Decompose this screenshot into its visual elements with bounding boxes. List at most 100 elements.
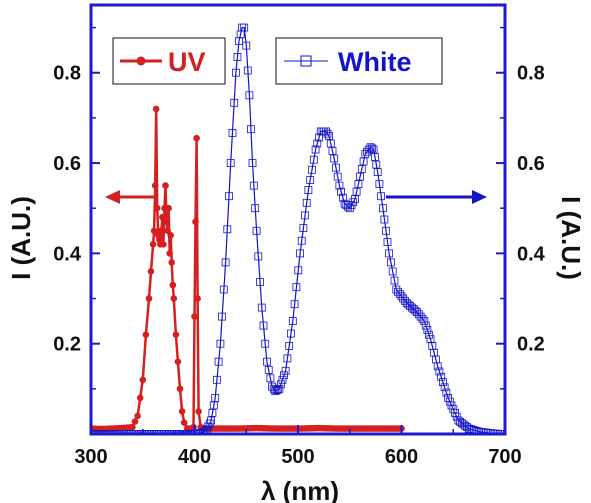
y-tick-label-right: 0.6 (517, 153, 545, 175)
series-white-point (209, 401, 218, 410)
series-white-point (207, 416, 216, 425)
series-uv-point (192, 218, 199, 226)
series-uv-point (136, 394, 144, 402)
series-white-point (309, 155, 318, 164)
series-white-point (243, 66, 252, 75)
series-uv-point (174, 358, 182, 366)
series-uv-point (168, 259, 175, 266)
series-uv-point (170, 295, 178, 302)
series-uv-point (194, 295, 201, 302)
series-white-point (246, 125, 255, 134)
series-white-point (212, 375, 221, 384)
series-uv-line (91, 107, 402, 431)
series-white-point (370, 153, 379, 161)
series-white-point (388, 267, 397, 276)
legend-white: White (275, 37, 443, 85)
series-white-point (262, 357, 271, 366)
plot-area (91, 23, 505, 434)
series-white-point (231, 68, 240, 77)
x-tick-label: 500 (281, 446, 314, 468)
series-white-point (256, 278, 264, 286)
series-white-point (225, 192, 233, 201)
series-uv-point (147, 268, 155, 275)
series-white-point (221, 258, 230, 267)
series-white-point (375, 180, 384, 189)
y-axis-left: 0.2 0.4 0.6 0.8 (53, 26, 100, 390)
series-white-point (214, 357, 223, 366)
series-white-point (440, 383, 449, 392)
y-tick-label-right: 0.4 (517, 243, 546, 265)
series-white-point (269, 384, 278, 393)
series-uv-point (160, 241, 167, 248)
series-white-point (311, 145, 320, 154)
series-white-point (331, 163, 340, 172)
series-white-point (359, 157, 368, 166)
series-white-point (287, 329, 295, 338)
series-white-point (373, 168, 382, 177)
legend-white-label: White (338, 47, 412, 77)
series-white-point (200, 427, 209, 434)
series-white-point (205, 419, 214, 428)
series-white-point (223, 225, 232, 234)
series-white-point (296, 249, 305, 258)
x-tick-label: 600 (385, 446, 418, 468)
series-uv-point (151, 182, 159, 189)
series-white (91, 23, 505, 434)
series-white-point (337, 187, 346, 196)
y-tick-label-right: 0.2 (517, 334, 545, 356)
series-white-point (201, 426, 210, 434)
series-white-point (204, 422, 213, 431)
series-uv-point (134, 412, 141, 420)
series-white-point (333, 172, 342, 181)
series-uv-point (139, 376, 147, 384)
series-white-point (420, 317, 429, 326)
x-tick-label: 700 (488, 446, 521, 468)
series-uv-point (195, 408, 202, 415)
series-white-point (442, 388, 451, 397)
series-white-point (271, 387, 280, 396)
series-white-point (272, 386, 281, 395)
series-white-point (252, 226, 261, 235)
series-white-point (264, 366, 273, 374)
series-white-point (323, 129, 332, 138)
series-white-point (266, 374, 275, 383)
series-white-point (335, 181, 344, 190)
series-white-point (251, 204, 260, 213)
series-white-point (274, 385, 282, 394)
series-white-point (216, 339, 225, 348)
y-axis-title-right: I (A.U.) (556, 196, 586, 280)
series-white-point (226, 159, 235, 168)
series-white-point (218, 312, 227, 321)
series-white-point (228, 128, 237, 137)
series-uv-point (145, 295, 153, 302)
series-white-point (285, 341, 294, 350)
series-white-point (257, 303, 266, 312)
series-white-point (433, 362, 442, 371)
series-white-point (380, 215, 389, 224)
series-white-point (245, 91, 254, 100)
legend-uv: UV (112, 37, 226, 85)
series-white-point (249, 181, 258, 190)
series-white-point (377, 192, 386, 201)
series-white-point (302, 198, 311, 207)
series-uv-point (180, 419, 188, 427)
series-white-point (304, 186, 313, 195)
series-white-point (230, 98, 239, 107)
series-uv-point (149, 241, 157, 248)
series-white-point (385, 249, 394, 258)
series-white-point (233, 53, 242, 61)
series-uv-point (193, 134, 200, 142)
y-tick-label-left: 0.6 (53, 153, 81, 175)
legend-uv-marker (136, 56, 146, 66)
series-white-point (261, 339, 270, 348)
series-white-point (352, 187, 361, 196)
series-white-point (424, 330, 433, 339)
series-white-point (354, 180, 363, 189)
x-axis: 300 400 500 600 700 (74, 425, 522, 468)
series-white-point (299, 224, 308, 233)
y-axis-right: 0.2 0.4 0.6 0.8 (496, 26, 546, 390)
series-white-point (276, 380, 285, 389)
x-tick-label: 400 (178, 446, 211, 468)
series-white-point (382, 226, 390, 235)
series-white-point (301, 211, 309, 220)
